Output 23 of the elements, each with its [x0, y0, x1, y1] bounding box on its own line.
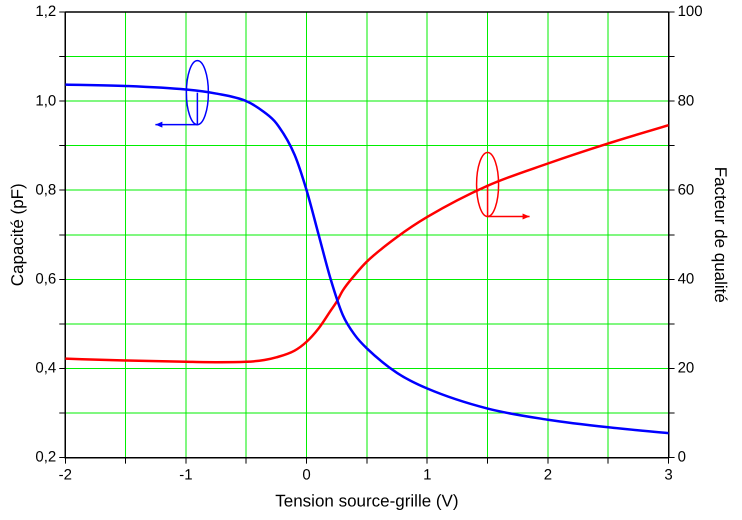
- x-tick-label: 3: [664, 466, 673, 484]
- y2-tick-label: 20: [678, 360, 694, 377]
- y2-tick-label: 80: [678, 92, 694, 110]
- y-tick-label: 0,8: [35, 181, 56, 198]
- y2-tick-label: 60: [678, 181, 694, 198]
- y2-tick-label: 0: [678, 448, 686, 466]
- y-tick-label: 0,6: [35, 270, 56, 288]
- x-tick-label: -1: [179, 466, 193, 484]
- x-tick-label: 1: [423, 466, 432, 484]
- y2-tick-label: 40: [678, 270, 694, 288]
- y-tick-label: 0,4: [35, 360, 56, 377]
- y-tick-label: 1,0: [35, 92, 56, 110]
- line-series: [65, 124, 669, 364]
- x-axis-title: Tension source-grille (V): [275, 491, 459, 510]
- y-tick-label: 0,2: [35, 448, 56, 466]
- x-tick-label: 0: [302, 466, 311, 484]
- y2-axis-title: Facteur de qualité: [711, 166, 730, 303]
- y-axis-title: Capacité (pF): [8, 183, 27, 286]
- line-series: [65, 83, 669, 434]
- x-tick-label: -2: [58, 466, 72, 484]
- y2-tick-label: 100: [678, 3, 703, 20]
- y-tick-label: 1,2: [35, 3, 56, 20]
- x-tick-label: 2: [544, 466, 552, 484]
